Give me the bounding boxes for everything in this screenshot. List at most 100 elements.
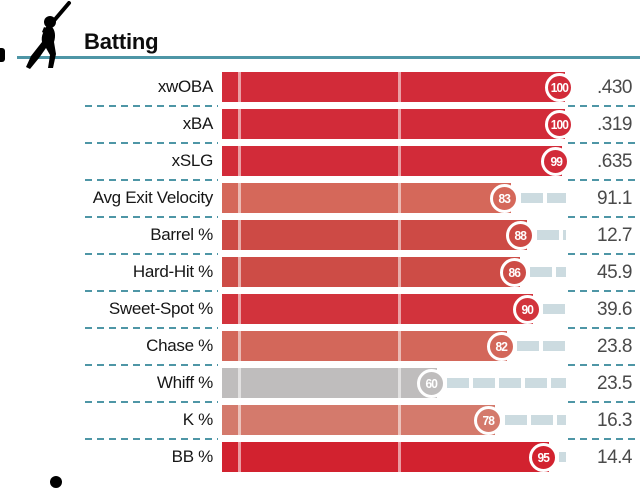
percentile-bar-fill <box>222 294 533 324</box>
percentile-bar-fill <box>222 368 437 398</box>
row-separator-left <box>85 105 218 107</box>
row-separator-left <box>85 364 218 366</box>
stat-label: Barrel % <box>150 225 213 244</box>
gridline-0 <box>238 294 241 324</box>
stat-value: .319 <box>597 114 632 135</box>
stat-label: xSLG <box>171 151 214 170</box>
percentile-track-remainder <box>530 267 566 277</box>
gridline-0 <box>238 405 241 435</box>
row-separator-left <box>85 327 218 329</box>
percentile-circle: 95 <box>528 442 558 472</box>
row-separator-left <box>85 142 218 144</box>
percentile-number: 86 <box>508 264 520 280</box>
stat-label: xwOBA <box>157 77 213 96</box>
stat-row: xSLG 99 .635 <box>0 146 640 176</box>
percentile-bar: 83 <box>222 183 568 213</box>
percentile-circle: 83 <box>490 183 520 213</box>
row-separator-left <box>85 401 218 403</box>
percentile-bar-fill <box>222 405 495 435</box>
row-separator-left <box>85 290 218 292</box>
gridline-0 <box>238 146 241 176</box>
percentile-bar-fill <box>222 109 565 139</box>
stat-row: xwOBA 100 .430 <box>0 72 640 102</box>
percentile-circle: 100 <box>544 109 574 139</box>
percentile-number: 100 <box>550 116 568 132</box>
gridline-0 <box>238 442 241 472</box>
stat-label: Whiff % <box>156 373 213 392</box>
gridline-0 <box>238 257 241 287</box>
row-separator-right <box>568 179 637 181</box>
section-title: Batting <box>84 29 159 54</box>
stat-value: 91.1 <box>597 188 632 209</box>
stat-label: BB % <box>171 447 214 466</box>
row-separator-right <box>568 216 637 218</box>
percentile-number: 88 <box>514 227 527 243</box>
gridline-50 <box>398 294 401 324</box>
percentile-circle: 90 <box>512 294 542 324</box>
stat-value: .635 <box>597 151 632 172</box>
percentile-bar: 99 <box>222 146 571 176</box>
percentile-track-remainder <box>517 341 566 351</box>
gridline-50 <box>398 183 401 213</box>
stat-value: 23.5 <box>597 373 632 394</box>
percentile-bar: 95 <box>222 442 568 472</box>
batter-icon <box>26 1 71 69</box>
percentile-circle: 60 <box>416 368 446 398</box>
gridline-0 <box>238 183 241 213</box>
gridline-50 <box>398 368 401 398</box>
percentile-number: 95 <box>537 449 549 465</box>
row-separator-right <box>568 290 637 292</box>
stat-row: K % 78 16.3 <box>0 405 640 435</box>
gridline-50 <box>398 146 401 176</box>
percentile-bar: 100 <box>222 72 574 102</box>
row-separator-right <box>568 105 637 107</box>
percentile-bar: 78 <box>222 405 568 435</box>
percentile-bar: 90 <box>222 294 568 324</box>
percentile-number: 90 <box>521 301 533 317</box>
row-separator-right <box>568 142 637 144</box>
stat-label: K % <box>182 410 214 429</box>
stat-row: Barrel % 88 12.7 <box>0 220 640 250</box>
gridline-50 <box>398 257 401 287</box>
percentile-circle: 78 <box>474 405 504 435</box>
stat-label: xBA <box>182 114 214 133</box>
percentile-track-remainder <box>520 193 566 203</box>
percentile-circle: 88 <box>506 220 536 250</box>
stat-row: Hard-Hit % 86 45.9 <box>0 257 640 287</box>
gridline-50 <box>398 72 401 102</box>
gridline-50 <box>398 220 401 250</box>
percentile-circle: 100 <box>544 72 574 102</box>
gridline-0 <box>238 72 241 102</box>
percentile-bar-fill <box>222 442 549 472</box>
gridline-50 <box>398 442 401 472</box>
row-separator-right <box>568 253 637 255</box>
percentile-number: 100 <box>550 79 568 95</box>
gridline-50 <box>398 109 401 139</box>
percentile-bar: 100 <box>222 109 574 139</box>
stat-label: Sweet-Spot % <box>108 299 213 318</box>
percentile-bar-fill <box>222 146 562 176</box>
stat-value: 45.9 <box>597 262 632 283</box>
stat-label: Avg Exit Velocity <box>92 188 214 207</box>
stat-value: 23.8 <box>597 336 632 357</box>
percentile-circle: 99 <box>541 146 571 176</box>
row-separator-right <box>568 327 637 329</box>
percentile-track-remainder <box>543 304 566 314</box>
percentile-bar-fill <box>222 220 527 250</box>
percentile-bar-fill <box>222 257 521 287</box>
stat-label: Chase % <box>146 336 213 355</box>
percentile-bar-fill <box>222 72 565 102</box>
percentile-number: 83 <box>498 190 511 206</box>
percentile-circle: 86 <box>499 257 529 287</box>
stat-row: xBA 100 .319 <box>0 109 640 139</box>
stat-value: 12.7 <box>597 225 632 246</box>
stat-row: Chase % 82 23.8 <box>0 331 640 361</box>
stat-value: 39.6 <box>597 299 632 320</box>
percentile-track-remainder <box>447 378 566 388</box>
percentile-bar: 88 <box>222 220 568 250</box>
percentile-circle: 82 <box>486 331 516 361</box>
percentile-number: 60 <box>425 375 437 391</box>
row-separator-left <box>85 253 218 255</box>
percentile-bar: 82 <box>222 331 568 361</box>
